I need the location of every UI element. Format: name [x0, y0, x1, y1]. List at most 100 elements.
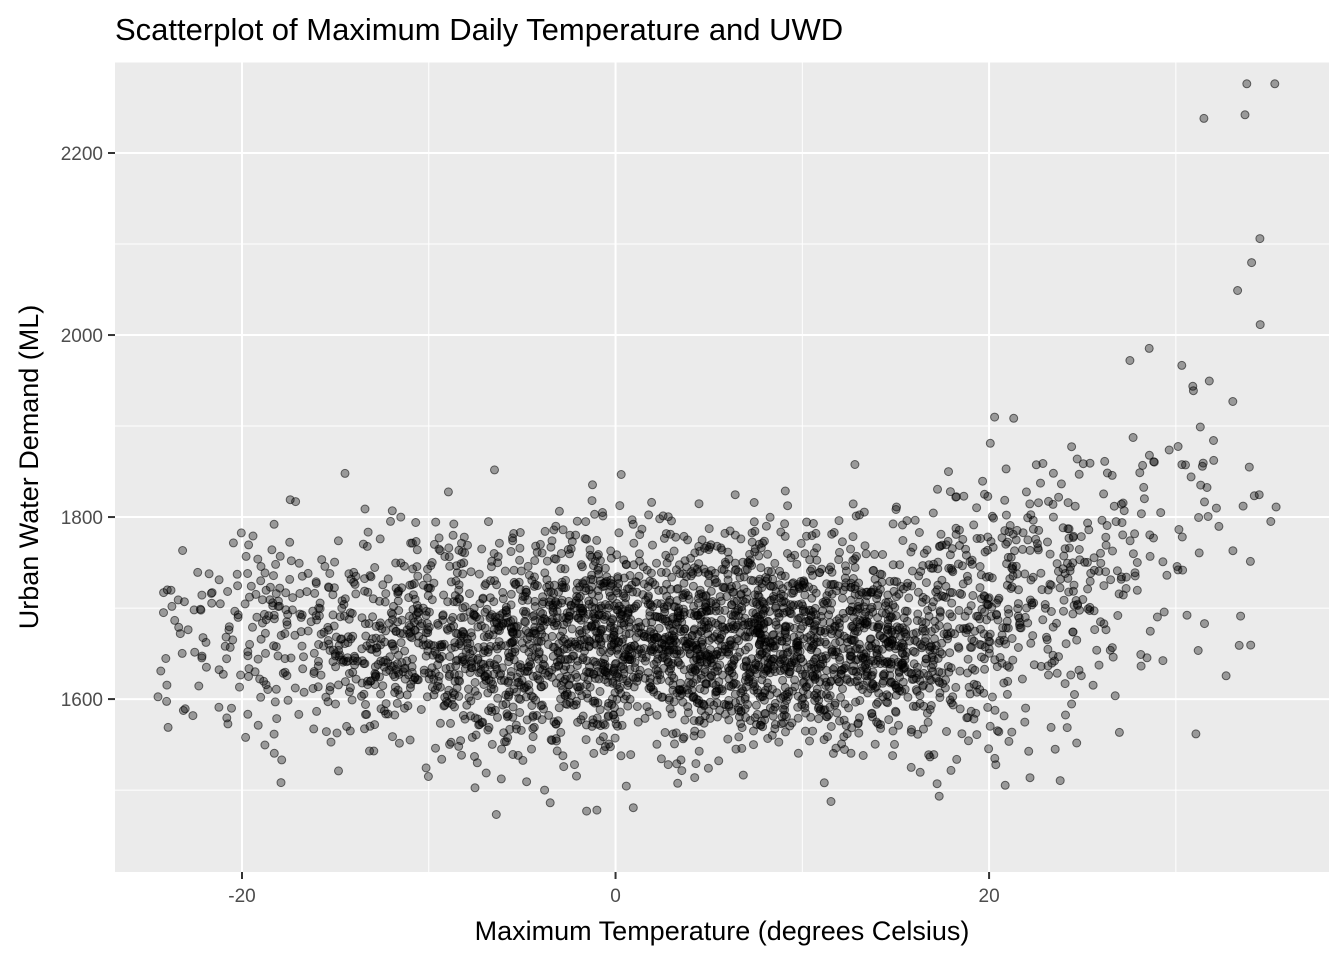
- data-point: [1025, 499, 1035, 509]
- data-point: [870, 739, 880, 749]
- data-point: [946, 765, 956, 775]
- data-point: [1063, 498, 1073, 508]
- data-point: [600, 563, 610, 573]
- data-point: [357, 644, 367, 654]
- data-point: [928, 508, 938, 518]
- data-point: [156, 666, 166, 676]
- data-point: [986, 611, 996, 621]
- data-point: [652, 739, 662, 749]
- data-point: [966, 642, 975, 652]
- data-point: [846, 544, 856, 554]
- data-point: [1097, 515, 1107, 525]
- data-point: [223, 587, 233, 596]
- data-point: [1028, 524, 1038, 534]
- data-point: [1076, 671, 1086, 681]
- data-point: [560, 564, 570, 574]
- data-point: [1036, 478, 1045, 488]
- data-point: [1111, 517, 1121, 527]
- data-point: [626, 750, 636, 760]
- data-point: [723, 647, 733, 657]
- data-point: [513, 662, 523, 671]
- data-point: [761, 521, 771, 531]
- data-point: [1128, 433, 1138, 442]
- data-point: [513, 678, 523, 688]
- data-point: [594, 591, 604, 601]
- data-point: [517, 596, 527, 605]
- data-point: [515, 528, 525, 537]
- data-point: [375, 534, 385, 544]
- data-point: [906, 668, 916, 678]
- data-point: [962, 625, 972, 635]
- data-point: [957, 729, 967, 739]
- data-point: [394, 738, 404, 748]
- data-point: [967, 559, 977, 569]
- data-point: [222, 713, 232, 723]
- data-point: [921, 633, 931, 643]
- data-point: [276, 778, 286, 788]
- data-point: [253, 654, 263, 664]
- data-point: [1236, 611, 1246, 621]
- data-point: [1052, 668, 1062, 678]
- data-point: [424, 607, 434, 617]
- data-point: [612, 645, 622, 655]
- data-point: [593, 550, 603, 559]
- data-point: [561, 661, 571, 671]
- data-point: [903, 692, 913, 702]
- data-point: [1203, 512, 1213, 521]
- data-point: [831, 743, 841, 753]
- data-point: [522, 777, 532, 787]
- data-point: [776, 589, 786, 599]
- data-point: [976, 570, 986, 580]
- data-point: [875, 569, 885, 579]
- data-point: [508, 536, 518, 546]
- data-point: [822, 712, 832, 722]
- data-point: [511, 579, 521, 589]
- data-point: [396, 638, 406, 648]
- data-point: [741, 672, 751, 681]
- data-point: [1071, 596, 1081, 605]
- data-point: [606, 617, 615, 627]
- data-point: [696, 657, 706, 667]
- data-point: [272, 714, 282, 724]
- data-point: [652, 558, 661, 568]
- data-point: [570, 760, 579, 770]
- data-point: [1001, 464, 1011, 474]
- data-point: [500, 737, 510, 747]
- data-point: [483, 725, 493, 735]
- data-point: [994, 638, 1004, 648]
- data-point: [751, 700, 761, 710]
- data-point: [373, 660, 383, 669]
- data-point: [647, 617, 657, 627]
- data-point: [571, 596, 581, 606]
- data-point: [756, 610, 766, 620]
- data-point: [834, 516, 844, 526]
- data-point: [680, 556, 690, 566]
- data-point: [643, 668, 653, 678]
- data-point: [1004, 736, 1014, 746]
- data-point: [290, 683, 300, 693]
- data-point: [944, 467, 953, 477]
- data-point: [750, 682, 760, 692]
- data-point: [1101, 567, 1111, 577]
- data-point: [1240, 110, 1250, 120]
- data-point: [790, 658, 800, 667]
- data-point: [842, 729, 852, 739]
- data-point: [752, 599, 762, 609]
- data-point: [474, 569, 484, 579]
- data-point: [204, 569, 214, 579]
- data-point: [309, 669, 319, 678]
- data-point: [577, 562, 587, 572]
- data-point: [452, 561, 461, 571]
- data-point: [980, 664, 990, 674]
- data-point: [461, 647, 471, 657]
- data-point: [248, 622, 257, 632]
- data-point: [971, 708, 981, 718]
- data-point: [572, 516, 582, 526]
- data-point: [781, 727, 790, 737]
- data-point: [409, 579, 419, 589]
- data-point: [530, 596, 540, 606]
- data-point: [894, 683, 904, 693]
- data-point: [1068, 533, 1078, 542]
- data-point: [760, 715, 770, 725]
- data-point: [924, 750, 934, 760]
